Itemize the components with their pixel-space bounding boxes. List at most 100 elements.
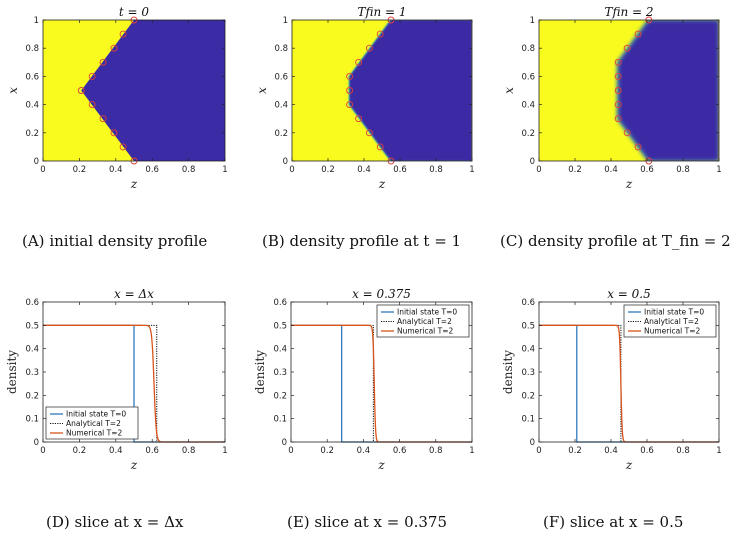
x-tick-label: 0.4 (604, 165, 618, 175)
front-marker (376, 30, 384, 38)
front-marker (614, 87, 622, 94)
y-axis-label: density (501, 350, 515, 394)
axes-frame (291, 19, 473, 162)
front-marker (88, 72, 96, 80)
x-tick-label: 0 (536, 446, 541, 456)
x-tick-label: 0.8 (429, 446, 443, 456)
y-tick-label: 0.5 (25, 321, 39, 331)
front-marker (623, 44, 631, 52)
legend-label: Analytical T=2 (644, 317, 699, 326)
x-tick-label: 0.6 (393, 446, 407, 456)
y-tick-label: 0.3 (25, 368, 39, 378)
front-marker (365, 129, 373, 137)
y-tick-label: 0.2 (274, 129, 288, 139)
x-axis-label: z (625, 458, 633, 472)
x-tick-label: 0.6 (145, 165, 159, 175)
y-tick-label: 0.8 (274, 44, 288, 54)
front-marker (110, 44, 118, 52)
legend-label: Initial state T=0 (644, 308, 704, 317)
caption-c-label: (C) (500, 232, 524, 250)
y-tick-label: 0.6 (25, 298, 39, 308)
x-axis-label: z (378, 177, 386, 191)
x-tick-label: 1 (469, 446, 474, 456)
x-axis-label: z (130, 458, 138, 472)
chart-title: Tfin = 2 (604, 5, 653, 19)
chart-1: 0 0.2 0.4 0.6 0.8 1 0 0.2 0.4 0.6 0.8 1 z x t = 0 (6, 5, 228, 191)
front-marker (623, 129, 631, 137)
caption-f: (F) slice at x = 0.5 (543, 513, 683, 531)
x-tick-label: 0.4 (604, 446, 618, 456)
front-marker (614, 101, 622, 109)
x-tick-label: 0.8 (676, 446, 690, 456)
x-tick-label: 0.2 (568, 446, 582, 456)
front-marker (99, 58, 107, 66)
x-tick-label: 0.8 (182, 165, 196, 175)
y-tick-label: 0.3 (273, 368, 287, 378)
x-tick-label: 1 (716, 165, 721, 175)
y-tick-label: 1 (530, 16, 535, 26)
front-marker (77, 87, 85, 94)
y-tick-label: 0.6 (273, 298, 287, 308)
chart-title: x = 0.5 (607, 287, 651, 301)
axes-frame (538, 19, 720, 162)
legend-box (376, 304, 470, 338)
y-tick-label: 0.6 (274, 72, 288, 82)
legend-box (45, 406, 139, 440)
y-tick-label: 0 (283, 157, 288, 167)
legend-label: Initial state T=0 (66, 410, 126, 419)
x-tick-label: 0.4 (109, 165, 123, 175)
axes-frame (42, 19, 226, 162)
front-marker (99, 115, 107, 123)
x-axis-label: z (130, 177, 138, 191)
y-axis-label: x (255, 87, 269, 94)
caption-d: (D) slice at x = Δx (46, 513, 183, 531)
caption-f-label: (F) (543, 513, 566, 531)
x-axis-label: z (625, 177, 633, 191)
caption-c: (C) density profile at T_fin = 2 (500, 232, 731, 250)
caption-e-text: slice at x = 0.375 (309, 513, 448, 531)
chart-title: t = 0 (119, 5, 150, 19)
heatmap-high-region (349, 20, 472, 161)
y-tick-label: 0.6 (521, 72, 535, 82)
x-tick-label: 0.6 (640, 446, 654, 456)
x-tick-label: 0.2 (320, 446, 334, 456)
caption-b: (B) density profile at t = 1 (262, 232, 461, 250)
x-axis-label: z (377, 458, 385, 472)
chart-title: Tfin = 1 (357, 5, 406, 19)
y-tick-label: 0.2 (273, 391, 287, 401)
x-tick-label: 0.4 (357, 446, 371, 456)
y-tick-label: 0.6 (521, 298, 535, 308)
front-marker (355, 115, 363, 123)
y-tick-label: 0.4 (274, 101, 288, 111)
x-tick-label: 0.8 (676, 165, 690, 175)
y-tick-label: 0.1 (521, 415, 535, 425)
caption-d-label: (D) (46, 513, 70, 531)
front-marker (365, 44, 373, 52)
front-marker (634, 143, 642, 151)
chart-3: 0 0.2 0.4 0.6 0.8 1 0 0.2 0.4 0.6 0.8 1 z x Tfin = 2 (502, 5, 722, 191)
x-tick-label: 1 (222, 446, 227, 456)
y-axis-label: density (5, 350, 19, 394)
y-tick-label: 0.4 (25, 101, 39, 111)
caption-a-label: (A) (22, 232, 45, 250)
y-tick-label: 0.1 (25, 415, 39, 425)
x-tick-label: 0 (40, 165, 45, 175)
front-marker (110, 129, 118, 137)
front-marker (614, 72, 622, 80)
x-tick-label: 0 (40, 446, 45, 456)
front-marker (614, 115, 622, 123)
y-tick-label: 0.4 (521, 101, 535, 111)
y-axis-label: x (502, 87, 516, 94)
chart-2: 0 0.2 0.4 0.6 0.8 1 0 0.2 0.4 0.6 0.8 1 z x Tfin = 1 (255, 5, 475, 191)
x-tick-label: 0.8 (429, 165, 443, 175)
y-tick-label: 0 (34, 157, 39, 167)
y-tick-label: 0.2 (521, 129, 535, 139)
y-tick-label: 0.5 (521, 321, 535, 331)
legend-label: Analytical T=2 (66, 419, 121, 428)
y-tick-label: 0.4 (25, 345, 39, 355)
